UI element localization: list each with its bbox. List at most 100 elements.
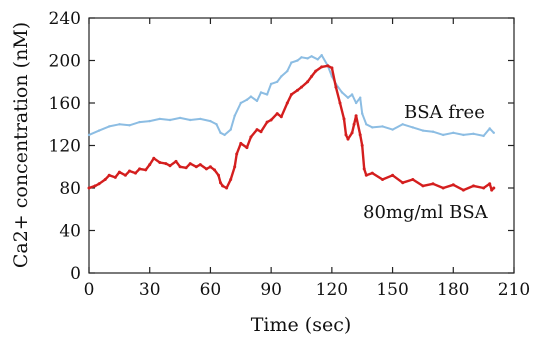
- data-point: [360, 144, 364, 147]
- data-point: [354, 101, 358, 105]
- data-point: [290, 61, 293, 64]
- data-point: [225, 186, 229, 190]
- data-point: [371, 126, 374, 129]
- data-point: [144, 168, 148, 172]
- data-point: [148, 119, 151, 123]
- data-point: [300, 56, 303, 59]
- data-point: [286, 69, 289, 73]
- data-point: [198, 163, 202, 167]
- y-tick-label: 80: [59, 179, 81, 199]
- data-point: [401, 181, 405, 185]
- data-point: [411, 126, 414, 129]
- data-point: [334, 85, 338, 89]
- data-point: [344, 133, 348, 137]
- data-point: [259, 91, 263, 94]
- data-point: [123, 173, 127, 177]
- data-point: [316, 58, 319, 61]
- y-tick-label: 40: [59, 222, 81, 242]
- data-point: [306, 80, 310, 84]
- data-point: [199, 117, 202, 121]
- data-point: [128, 169, 131, 173]
- data-point: [168, 164, 172, 168]
- data-point: [134, 171, 137, 175]
- series-line-1: [88, 64, 495, 192]
- data-point: [365, 123, 368, 126]
- data-point: [97, 182, 101, 186]
- data-point: [338, 101, 342, 105]
- data-point: [391, 173, 395, 177]
- data-point: [158, 161, 162, 164]
- data-point: [87, 133, 91, 137]
- data-point: [346, 137, 350, 141]
- data-point: [431, 182, 435, 186]
- data-point: [239, 101, 242, 105]
- data-point: [118, 123, 121, 126]
- data-point: [107, 173, 111, 177]
- data-point: [233, 165, 237, 169]
- data-point: [235, 152, 239, 156]
- y-tick-label: 160: [49, 94, 81, 114]
- data-point: [188, 162, 192, 166]
- data-point: [194, 165, 198, 169]
- series-layer: [87, 54, 496, 192]
- data-point: [482, 186, 486, 190]
- data-point: [108, 125, 111, 128]
- data-point: [462, 133, 465, 137]
- data-point: [310, 55, 313, 58]
- series-1: [87, 64, 496, 192]
- x-tick-label: 210: [498, 280, 530, 300]
- series-label-bsa-free: BSA free: [404, 102, 485, 123]
- data-point: [208, 165, 212, 169]
- data-point: [342, 117, 346, 121]
- data-point: [280, 75, 283, 78]
- data-point: [255, 99, 259, 103]
- data-point: [221, 184, 225, 188]
- data-point: [265, 120, 269, 124]
- data-point: [138, 167, 142, 171]
- series-label-80mg-bsa: 80mg/ml BSA: [363, 202, 489, 223]
- data-point: [361, 112, 364, 115]
- data-point: [296, 88, 299, 92]
- data-point: [320, 65, 324, 69]
- data-point: [296, 59, 299, 62]
- y-tick-label: 200: [49, 52, 81, 72]
- data-point: [93, 184, 97, 188]
- data-point: [482, 134, 485, 138]
- data-point: [245, 98, 249, 102]
- data-point: [204, 167, 208, 171]
- data-point: [401, 123, 404, 126]
- data-point: [381, 178, 384, 181]
- data-point: [158, 117, 161, 121]
- data-point: [178, 165, 182, 169]
- data-point: [117, 170, 121, 174]
- data-point: [442, 133, 445, 137]
- y-axis: 0 40 80 120 160 200 240: [49, 9, 514, 284]
- x-tick-label: 180: [437, 280, 469, 300]
- data-point: [148, 163, 152, 167]
- data-point: [472, 184, 475, 188]
- data-point: [421, 129, 425, 132]
- data-point: [362, 167, 366, 171]
- data-point: [219, 131, 222, 134]
- data-point: [233, 114, 236, 118]
- data-point: [128, 124, 131, 127]
- data-point: [289, 93, 293, 96]
- data-point: [285, 101, 289, 105]
- data-point: [492, 131, 495, 134]
- data-point: [223, 133, 226, 137]
- data-point: [451, 183, 455, 187]
- data-point: [352, 122, 356, 126]
- data-point: [217, 173, 220, 177]
- data-point: [229, 178, 233, 181]
- x-tick-label: 0: [84, 280, 95, 300]
- data-point: [346, 96, 350, 99]
- data-point: [492, 186, 496, 190]
- x-tick-label: 90: [260, 280, 282, 300]
- data-point: [330, 66, 334, 70]
- data-point: [279, 115, 283, 119]
- data-point: [259, 130, 263, 134]
- data-point: [350, 131, 354, 135]
- data-point: [441, 186, 445, 190]
- x-tick-label: 120: [316, 280, 348, 300]
